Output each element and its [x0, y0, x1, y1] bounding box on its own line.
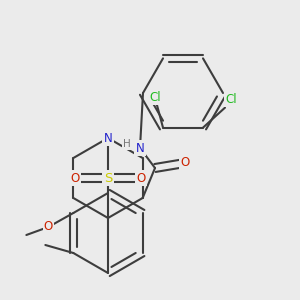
Text: O: O [70, 172, 80, 184]
Text: N: N [136, 142, 144, 154]
Text: S: S [104, 172, 112, 184]
Text: O: O [180, 157, 190, 169]
Text: H: H [123, 139, 131, 149]
Text: N: N [103, 131, 112, 145]
Text: Cl: Cl [149, 91, 161, 104]
Text: Cl: Cl [225, 93, 237, 106]
Text: O: O [44, 220, 53, 233]
Text: O: O [136, 172, 146, 184]
